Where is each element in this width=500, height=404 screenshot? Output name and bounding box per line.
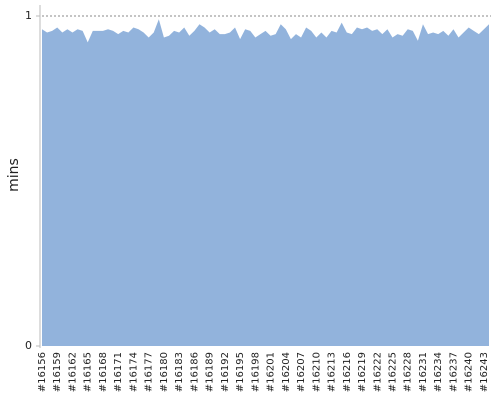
x-tick-label: #16240 — [464, 352, 475, 392]
y-axis-label: mins — [6, 158, 22, 192]
x-tick-label: #16174 — [128, 352, 139, 392]
x-tick-label: #16216 — [342, 352, 353, 392]
x-tick-label: #16180 — [159, 352, 170, 392]
x-tick-label: #16156 — [37, 352, 48, 392]
x-tick-label: #16213 — [327, 352, 338, 392]
x-tick-label: #16234 — [433, 352, 444, 392]
x-tick-label: #16243 — [479, 352, 490, 392]
x-tick-label: #16162 — [67, 352, 78, 392]
x-tick-label: #16159 — [52, 352, 63, 392]
x-tick-label: #16192 — [220, 352, 231, 392]
x-tick-label: #16183 — [174, 352, 185, 392]
x-tick-label: #16171 — [113, 352, 124, 392]
x-tick-label: #16165 — [83, 352, 94, 392]
x-tick-label: #16222 — [372, 352, 383, 392]
x-tick-label: #16210 — [311, 352, 322, 392]
x-tick-label: #16219 — [357, 352, 368, 392]
x-tick-label: #16201 — [266, 352, 277, 392]
x-tick-label: #16228 — [403, 352, 414, 392]
x-tick-label: #16198 — [250, 352, 261, 392]
x-tick-label: #16186 — [189, 352, 200, 392]
x-tick-label: #16207 — [296, 352, 307, 392]
x-tick-label: #16225 — [387, 352, 398, 392]
x-tick-label: #16177 — [144, 352, 155, 392]
x-tick-label: #16189 — [205, 352, 216, 392]
area — [42, 19, 489, 347]
x-tick-label: #16204 — [281, 352, 292, 392]
y-tick-label: 0 — [25, 339, 32, 352]
x-tick-label: #16195 — [235, 352, 246, 392]
x-tick-label: #16231 — [418, 352, 429, 392]
x-tick-label: #16237 — [448, 352, 459, 392]
y-tick-label: 1 — [25, 9, 32, 22]
x-tick-label: #16168 — [98, 352, 109, 392]
